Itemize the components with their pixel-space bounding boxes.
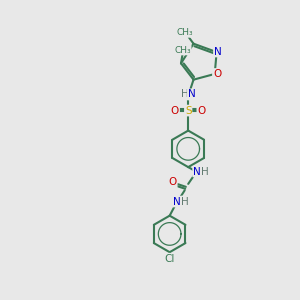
Text: O: O: [169, 177, 177, 188]
Text: CH₃: CH₃: [174, 46, 191, 55]
Text: H: H: [182, 196, 189, 207]
Text: N: N: [214, 46, 222, 56]
Text: N: N: [188, 89, 196, 99]
Text: H: H: [201, 167, 209, 176]
Text: Cl: Cl: [164, 254, 175, 264]
Text: O: O: [213, 69, 221, 79]
Text: N: N: [193, 167, 201, 176]
Text: N: N: [173, 196, 181, 207]
Text: O: O: [197, 106, 206, 116]
Text: CH₃: CH₃: [177, 28, 194, 37]
Text: H: H: [181, 89, 189, 99]
Text: S: S: [185, 106, 191, 116]
Text: O: O: [171, 106, 179, 116]
